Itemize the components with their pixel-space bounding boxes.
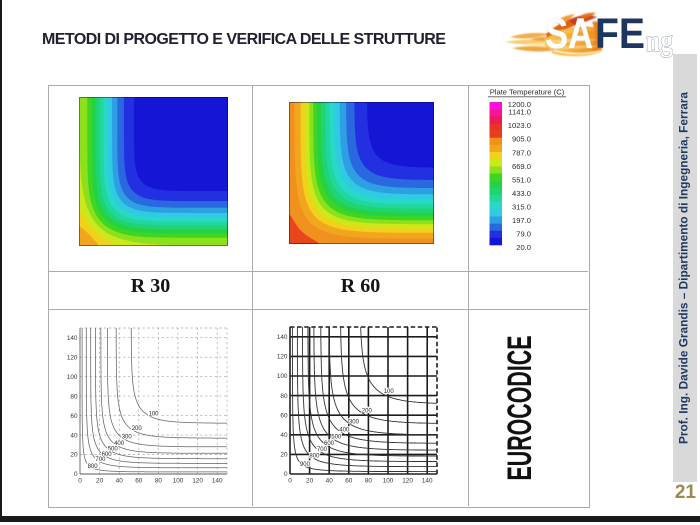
svg-text:40: 40 [116, 478, 124, 485]
svg-text:400: 400 [339, 428, 350, 434]
svg-text:79.0: 79.0 [516, 230, 531, 239]
svg-text:100: 100 [148, 412, 159, 418]
svg-text:Prof. Ing. Davide Grandis – Di: Prof. Ing. Davide Grandis – Dipartimento… [679, 91, 691, 444]
svg-text:FE: FE [595, 10, 645, 58]
svg-text:787.0: 787.0 [512, 149, 531, 158]
svg-text:700: 700 [95, 457, 106, 463]
svg-text:120: 120 [192, 478, 203, 485]
svg-text:200: 200 [362, 408, 373, 414]
svg-text:600: 600 [324, 441, 335, 447]
svg-text:551.0: 551.0 [512, 176, 531, 185]
svg-text:600: 600 [102, 452, 113, 458]
svg-text:20: 20 [70, 452, 78, 459]
svg-text:400: 400 [114, 441, 125, 447]
svg-text:Plate Temperature (C): Plate Temperature (C) [490, 88, 565, 97]
svg-text:20: 20 [280, 452, 288, 459]
svg-text:200: 200 [132, 426, 143, 432]
svg-text:1141.0: 1141.0 [508, 108, 531, 117]
svg-text:100: 100 [277, 373, 288, 380]
svg-text:ng: ng [646, 23, 673, 58]
svg-text:100: 100 [384, 389, 395, 395]
svg-text:100: 100 [383, 478, 394, 485]
svg-text:40: 40 [70, 432, 78, 439]
svg-text:60: 60 [280, 412, 288, 419]
svg-text:905.0: 905.0 [512, 135, 531, 144]
svg-text:EUROCODICE: EUROCODICE [501, 336, 539, 481]
svg-text:120: 120 [67, 354, 78, 361]
svg-text:669.0: 669.0 [512, 162, 531, 171]
svg-text:120: 120 [277, 354, 288, 361]
svg-text:500: 500 [331, 435, 342, 441]
svg-text:900: 900 [300, 462, 311, 468]
svg-text:0: 0 [78, 478, 82, 485]
svg-text:80: 80 [70, 393, 78, 400]
svg-text:0: 0 [74, 471, 78, 478]
svg-text:20.0: 20.0 [516, 243, 531, 252]
svg-text:60: 60 [70, 413, 78, 420]
svg-text:700: 700 [317, 447, 328, 453]
svg-text:140: 140 [67, 335, 78, 342]
svg-text:500: 500 [108, 447, 119, 453]
svg-text:60: 60 [135, 478, 143, 485]
svg-text:80: 80 [280, 393, 288, 400]
svg-text:1023.0: 1023.0 [508, 121, 531, 130]
svg-text:SA: SA [545, 10, 593, 58]
svg-text:40: 40 [326, 478, 334, 485]
svg-text:800: 800 [309, 454, 320, 460]
svg-text:140: 140 [212, 478, 223, 485]
svg-text:433.0: 433.0 [512, 189, 531, 198]
svg-text:800: 800 [88, 464, 99, 470]
svg-text:60: 60 [345, 478, 353, 485]
svg-text:40: 40 [280, 432, 288, 439]
svg-text:120: 120 [402, 478, 413, 485]
svg-text:100: 100 [173, 478, 184, 485]
svg-text:140: 140 [277, 334, 288, 341]
svg-text:100: 100 [67, 374, 78, 381]
svg-text:300: 300 [349, 419, 360, 425]
svg-text:300: 300 [122, 435, 133, 441]
svg-text:20: 20 [96, 478, 104, 485]
svg-text:1200.0: 1200.0 [508, 100, 531, 109]
svg-text:80: 80 [365, 478, 373, 485]
svg-text:140: 140 [422, 478, 433, 485]
svg-text:20: 20 [306, 478, 314, 485]
svg-text:315.0: 315.0 [512, 203, 531, 212]
svg-text:197.0: 197.0 [512, 216, 531, 225]
svg-text:0: 0 [288, 478, 292, 485]
svg-text:80: 80 [155, 478, 163, 485]
svg-text:0: 0 [284, 471, 288, 478]
